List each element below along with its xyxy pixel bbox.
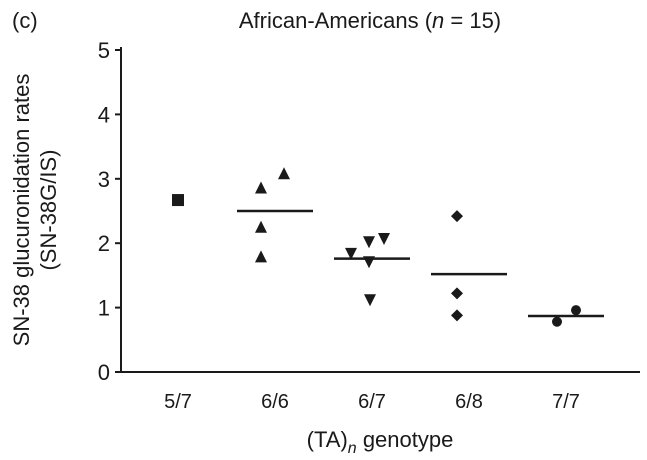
title-suffix: = 15) <box>444 8 501 33</box>
diamond-point <box>451 210 463 223</box>
triangle-up-point <box>255 250 267 263</box>
x-tick-label: 6/8 <box>455 391 483 413</box>
chart-title: African-Americans (n = 15) <box>239 8 501 33</box>
circle-point <box>552 316 562 327</box>
triangle-up-point <box>278 167 290 180</box>
square-point <box>172 194 184 207</box>
x-axis-title-prefix: (TA) <box>307 427 348 452</box>
panel-label: (c) <box>12 8 38 33</box>
x-tick-label: 5/7 <box>164 391 192 413</box>
y-axis-title-line2: (SN-38G/IS) <box>36 149 61 270</box>
triangle-down-point <box>378 233 390 246</box>
y-tick-label: 0 <box>98 360 110 385</box>
triangle-up-point <box>255 181 267 194</box>
y-tick-label: 3 <box>98 167 110 192</box>
triangle-up-point <box>255 220 267 233</box>
y-tick-label: 1 <box>98 296 110 321</box>
diamond-point <box>451 309 463 322</box>
y-tick-label: 4 <box>98 102 110 127</box>
triangle-down-point <box>363 236 375 249</box>
axes: 0 1 2 3 4 5 5/7 6/6 6/7 6/8 7/7 <box>98 38 640 413</box>
diamond-point <box>451 287 463 300</box>
x-axis-title-suffix: genotype <box>357 427 454 452</box>
circle-point <box>571 305 581 316</box>
title-n: n <box>432 8 444 33</box>
triangle-down-point <box>364 294 376 307</box>
y-tick-label: 5 <box>98 38 110 63</box>
y-axis-title-line1: SN-38 glucuronidation rates <box>9 74 34 347</box>
x-tick-label: 6/7 <box>358 391 386 413</box>
triangle-down-point <box>345 247 357 260</box>
data-marks <box>172 167 604 327</box>
y-tick-label: 2 <box>98 231 110 256</box>
x-tick-label: 7/7 <box>552 391 580 413</box>
x-axis-title-subscript: n <box>348 440 357 457</box>
x-axis-title: (TA)n genotype <box>307 427 454 457</box>
x-tick-label: 6/6 <box>261 391 289 413</box>
title-prefix: African-Americans ( <box>239 8 433 33</box>
y-axis-title: SN-38 glucuronidation rates (SN-38G/IS) <box>9 74 61 347</box>
